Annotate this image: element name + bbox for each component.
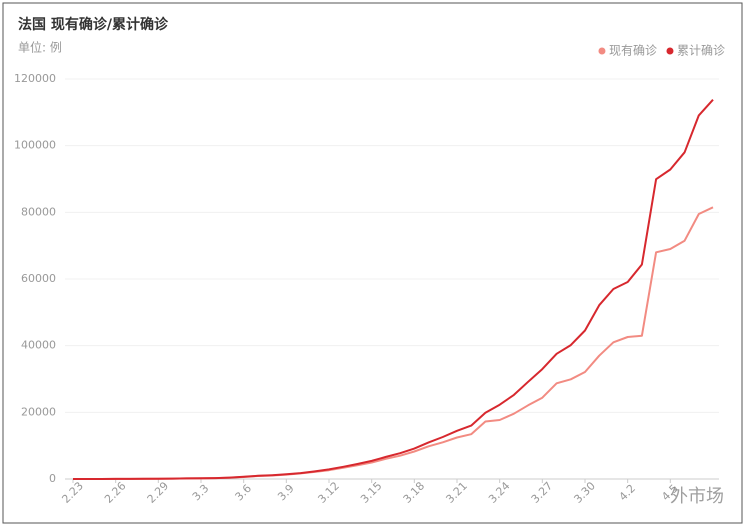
legend-label: 累计确诊 bbox=[677, 44, 725, 58]
y-tick-label: 80000 bbox=[21, 205, 56, 218]
y-tick-label: 40000 bbox=[21, 339, 56, 352]
watermark: 外市场 bbox=[670, 486, 724, 507]
chart-title: 法国 现有确诊/累计确诊 bbox=[18, 16, 169, 33]
y-tick-label: 20000 bbox=[21, 405, 56, 418]
legend-marker bbox=[598, 47, 606, 55]
chart-subtitle: 单位: 例 bbox=[18, 40, 62, 55]
y-tick-label: 0 bbox=[49, 472, 56, 485]
series-line bbox=[73, 99, 714, 480]
y-tick-label: 120000 bbox=[14, 72, 56, 85]
y-tick-label: 60000 bbox=[21, 272, 56, 285]
y-tick-label: 100000 bbox=[14, 139, 56, 152]
legend-label: 现有确诊 bbox=[609, 44, 657, 58]
legend-marker bbox=[666, 47, 674, 55]
